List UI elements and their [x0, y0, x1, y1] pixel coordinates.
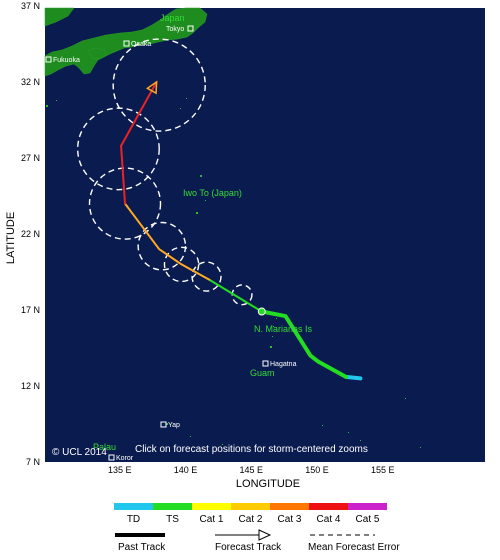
hagatna-marker[interactable]	[262, 360, 269, 367]
forecast-track-segment	[120, 81, 158, 147]
label-japan: Japan	[160, 13, 185, 23]
small-islands	[46, 98, 421, 448]
storm-track	[120, 81, 363, 381]
forecast-error-circle	[191, 261, 222, 292]
lat-label: 37 N	[21, 1, 40, 11]
legend-swatch	[114, 503, 153, 510]
lat-label: 17 N	[21, 305, 40, 315]
forecast-arrow-swatch	[258, 529, 272, 541]
legend-category-label: TD	[127, 514, 140, 525]
past-track-segment	[259, 309, 348, 379]
lat-label: 32 N	[21, 77, 40, 87]
legend-swatch	[153, 503, 192, 510]
label-n-marianas: N. Marianas Is	[254, 324, 313, 334]
past-track-segment	[343, 374, 363, 381]
legend-category-label: Cat 4	[317, 514, 341, 525]
latitude-labels: 37 N 32 N 27 N 22 N 17 N 12 N 7 N	[21, 1, 40, 467]
legend-swatch	[231, 503, 270, 510]
lon-label: 150 E	[305, 465, 329, 475]
lon-label: 140 E	[174, 465, 198, 475]
legend-swatch	[348, 503, 387, 510]
label-palau: Palau	[93, 442, 116, 452]
legend-category-label: Cat 5	[356, 514, 380, 525]
lat-label: 22 N	[21, 229, 40, 239]
current-position-marker[interactable]	[257, 307, 266, 316]
forecast-error-circle	[88, 167, 162, 240]
forecast-arrow-head	[145, 80, 158, 95]
legend-category-label: Cat 3	[278, 514, 302, 525]
forecast-track-segment	[124, 202, 211, 281]
osaka-marker[interactable]	[123, 40, 130, 47]
legend-category-label: Cat 2	[239, 514, 263, 525]
forecast-track-label: Forecast Track	[215, 542, 282, 553]
lon-label: 145 E	[239, 465, 263, 475]
koror-marker[interactable]	[108, 454, 115, 461]
zoom-instruction[interactable]: Click on forecast positions for storm-ce…	[135, 444, 368, 455]
forecast-error-circles	[76, 38, 253, 306]
label-iwo-to: Iwo To (Japan)	[183, 188, 242, 198]
lat-label: 27 N	[21, 153, 40, 163]
x-axis-title: LONGITUDE	[236, 478, 300, 490]
mean-error-label: Mean Forecast Error	[308, 542, 400, 553]
line-style-legend: Past Track Forecast Track Mean Forecast …	[115, 529, 400, 553]
fukuoka-marker[interactable]	[45, 56, 52, 63]
label-hagatna: Hagatna	[270, 361, 297, 368]
label-yap: Yap	[168, 422, 180, 429]
forecast-error-circle	[76, 107, 160, 191]
lon-label: 155 E	[371, 465, 395, 475]
lat-label: 12 N	[21, 381, 40, 391]
forecast-error-circle	[231, 284, 253, 306]
forecast-error-circle	[163, 246, 200, 283]
forecast-error-circle	[112, 38, 206, 132]
label-tokyo: Tokyo	[166, 26, 184, 33]
legend-category-label: TS	[166, 514, 179, 525]
label-osaka: Osaka	[131, 41, 151, 48]
legend-swatch	[192, 503, 231, 510]
place-markers: Japan Tokyo Osaka Fukuoka Iwo To (Japan)…	[45, 13, 313, 462]
forecast-error-circle	[137, 221, 187, 271]
legend-swatch	[309, 503, 348, 510]
label-fukuoka: Fukuoka	[53, 57, 80, 64]
y-axis-title: LATITUDE	[5, 212, 17, 264]
japan-landmass	[44, 7, 208, 77]
longitude-labels: 135 E 140 E 145 E 150 E 155 E	[108, 465, 395, 475]
copyright-note: © UCL 2014	[52, 447, 107, 458]
label-guam: Guam	[250, 368, 275, 378]
lon-label: 135 E	[108, 465, 132, 475]
label-koror: Koror	[116, 455, 134, 462]
legend-swatch	[270, 503, 309, 510]
ocean-background	[45, 8, 485, 462]
yap-marker[interactable]	[160, 421, 167, 428]
past-track-label: Past Track	[118, 542, 166, 553]
lat-label: 7 N	[26, 457, 40, 467]
forecast-track-segment	[208, 278, 263, 313]
legend-category-label: Cat 1	[200, 514, 224, 525]
category-legend: TD TS Cat 1 Cat 2 Cat 3 Cat 4 Cat 5	[114, 503, 387, 525]
forecast-track-segment	[120, 144, 127, 205]
tokyo-marker[interactable]	[187, 25, 194, 32]
